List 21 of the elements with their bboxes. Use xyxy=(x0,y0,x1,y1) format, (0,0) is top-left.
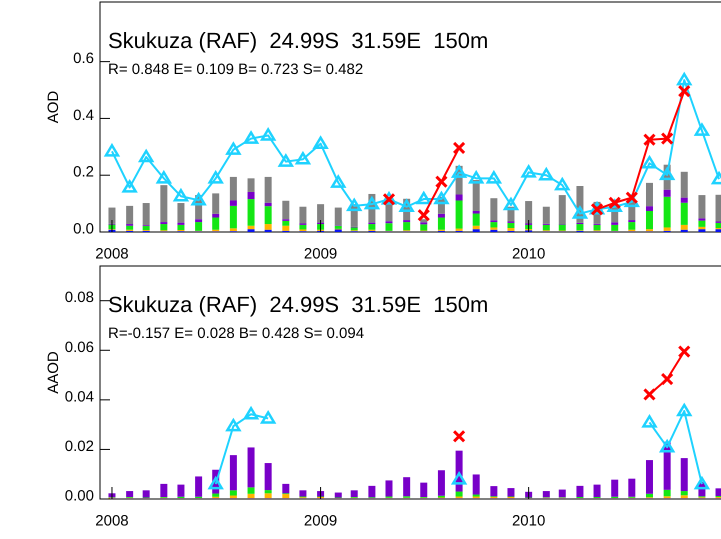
y-axis-title: AAOD xyxy=(45,351,62,394)
text: R= 0.848 E= 0.109 B= 0.723 S= 0.482 xyxy=(108,61,364,78)
x-tick-label: 2009 xyxy=(304,246,338,263)
y-tick-label: 0.08 xyxy=(64,289,94,306)
y-tick-label: 0.00 xyxy=(64,488,94,504)
y-tick-label: 0.2 xyxy=(73,164,94,181)
x-tick-label: 2008 xyxy=(95,512,129,530)
y-tick-label: 0.02 xyxy=(64,438,94,455)
y-tick-label: 0.4 xyxy=(73,106,94,124)
x-tick-label: 2008 xyxy=(95,246,129,263)
y-tick-label: 0.04 xyxy=(64,388,94,406)
y-tick-label: 0.6 xyxy=(73,50,94,68)
x-tick-label: 2009 xyxy=(304,512,338,530)
x-tick-label: 2010 xyxy=(512,246,546,263)
y-axis-title: AOD xyxy=(45,90,62,124)
text: Skukuza (RAF) 24.99S 31.59E 150m xyxy=(108,28,488,53)
y-tick-label: 0.06 xyxy=(64,338,94,356)
text: R=-0.157 E= 0.028 B= 0.428 S= 0.094 xyxy=(108,325,364,342)
y-tick-label: 0.0 xyxy=(73,220,94,238)
text: Skukuza (RAF) 24.99S 31.59E 150m xyxy=(108,292,488,317)
x-tick-label: 2010 xyxy=(512,512,546,530)
